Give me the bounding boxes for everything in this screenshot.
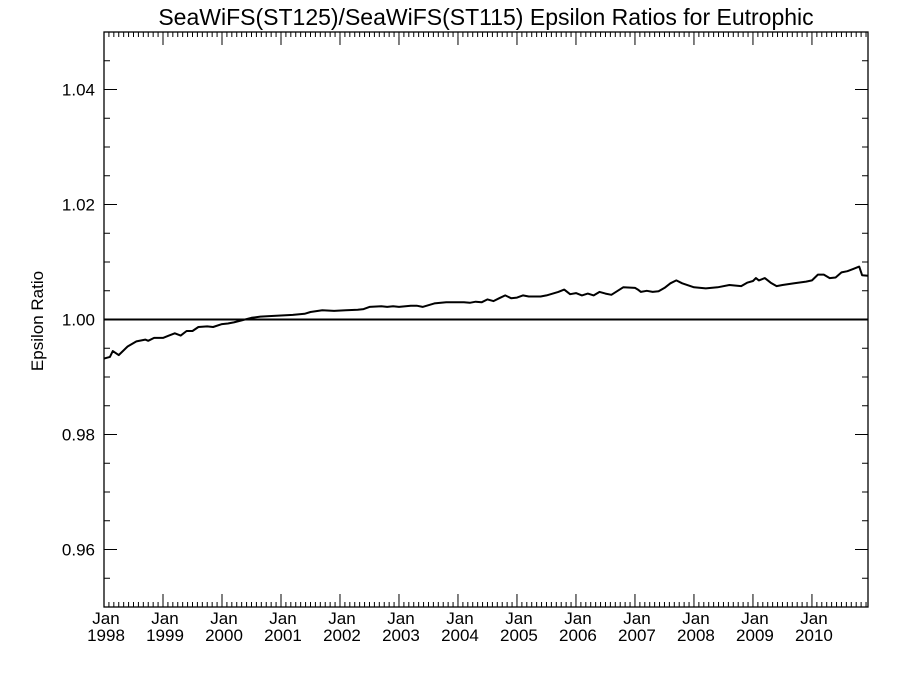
x-tick-label-month: Jan [92, 609, 119, 628]
x-tick-label-month: Jan [446, 609, 473, 628]
series-line [103, 265, 869, 360]
x-tick-label-year: 1998 [87, 626, 125, 645]
x-tick-label-year: 2002 [323, 626, 361, 645]
data-series [103, 265, 869, 360]
y-tick-label: 1.04 [62, 81, 95, 100]
x-tick-label-month: Jan [682, 609, 709, 628]
x-tick-label-year: 1999 [146, 626, 184, 645]
x-tick-label-year: 2003 [382, 626, 420, 645]
x-tick-label-year: 2007 [618, 626, 656, 645]
x-tick-label-month: Jan [741, 609, 768, 628]
x-tick-label-month: Jan [269, 609, 296, 628]
x-tick-label-year: 2006 [559, 626, 597, 645]
y-tick-label: 1.02 [62, 196, 95, 215]
tick-labels: 0.960.981.001.021.04Jan1998Jan1999Jan200… [62, 81, 833, 646]
x-tick-label-month: Jan [210, 609, 237, 628]
x-tick-label-month: Jan [151, 609, 178, 628]
y-tick-label: 1.00 [62, 311, 95, 330]
x-tick-label-month: Jan [387, 609, 414, 628]
x-tick-label-year: 2004 [441, 626, 479, 645]
x-tick-label-month: Jan [800, 609, 827, 628]
x-tick-label-month: Jan [505, 609, 532, 628]
y-tick-label: 0.98 [62, 426, 95, 445]
x-tick-label-year: 2009 [736, 626, 774, 645]
chart-title: SeaWiFS(ST125)/SeaWiFS(ST115) Epsilon Ra… [158, 4, 814, 30]
x-tick-label-year: 2000 [205, 626, 243, 645]
x-tick-label-year: 2008 [677, 626, 715, 645]
x-tick-label-year: 2010 [795, 626, 833, 645]
x-tick-label-month: Jan [623, 609, 650, 628]
x-tick-label-year: 2001 [264, 626, 302, 645]
x-tick-label-year: 2005 [500, 626, 538, 645]
tick-marks [103, 31, 868, 608]
x-tick-label-month: Jan [564, 609, 591, 628]
x-tick-label-month: Jan [328, 609, 355, 628]
y-tick-label: 0.96 [62, 541, 95, 560]
